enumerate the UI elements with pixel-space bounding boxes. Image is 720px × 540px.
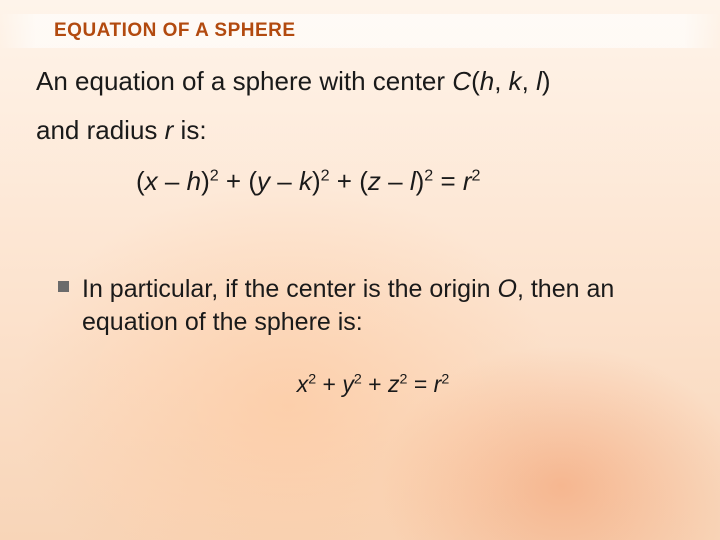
eq-p3: ( [248, 166, 257, 196]
eq-p6: ) [416, 166, 425, 196]
intro-text-2a: and radius [36, 115, 165, 145]
var-C: C [452, 66, 471, 96]
eq-p1: ( [136, 166, 145, 196]
eo-eq: = [407, 371, 433, 397]
eq-r: r [463, 166, 472, 196]
slide-body: An equation of a sphere with center C(h,… [36, 62, 684, 402]
eq-sup-2: 2 [321, 166, 330, 184]
eq-sup-4: 2 [472, 166, 481, 184]
eq-x: x [145, 166, 158, 196]
intro-text-2b: is: [173, 115, 206, 145]
paren-open: ( [471, 66, 480, 96]
eo-sup-1: 2 [308, 371, 316, 387]
eo-sup-4: 2 [441, 371, 449, 387]
eq-p5: ( [359, 166, 368, 196]
slide: EQUATION OF A SPHERE An equation of a sp… [0, 0, 720, 540]
var-h: h [480, 66, 494, 96]
var-k: k [509, 66, 522, 96]
eo-z: z [388, 371, 400, 397]
intro-line-1: An equation of a sphere with center C(h,… [36, 62, 684, 101]
sep-1: , [494, 66, 508, 96]
bullet-t1: In particular, if the center is the orig… [82, 275, 498, 303]
intro-line-2: and radius r is: [36, 111, 684, 150]
eq-p4: ) [312, 166, 321, 196]
eo-sup-2: 2 [354, 371, 362, 387]
intro-text-1: An equation of a sphere with center [36, 66, 452, 96]
equation-main: (x – h)2 + (y – k)2 + (z – l)2 = r2 [36, 162, 684, 201]
eq-p2: ) [201, 166, 210, 196]
eq-y: y [257, 166, 270, 196]
var-O: O [498, 275, 517, 303]
bullet-item: In particular, if the center is the orig… [36, 273, 684, 402]
eq-m3: – [381, 166, 410, 196]
eo-plus-2: + [362, 371, 388, 397]
eq-eq: = [433, 166, 463, 196]
eq-sup-1: 2 [210, 166, 219, 184]
bullet-text: In particular, if the center is the orig… [82, 273, 664, 339]
eo-y: y [342, 371, 354, 397]
eq-m1: – [158, 166, 187, 196]
paren-close: ) [542, 66, 551, 96]
bullet-square-icon [58, 281, 69, 292]
eq-h: h [187, 166, 201, 196]
slide-title: EQUATION OF A SPHERE [54, 20, 296, 42]
eq-z: z [368, 166, 381, 196]
eo-plus-1: + [316, 371, 342, 397]
sep-2: , [522, 66, 536, 96]
eq-k: k [299, 166, 312, 196]
equation-origin: x2 + y2 + z2 = r2 [82, 367, 664, 402]
eq-sup-3: 2 [424, 166, 433, 184]
eo-x: x [297, 371, 309, 397]
eq-plus-1: + [219, 166, 249, 196]
eq-plus-2: + [330, 166, 360, 196]
eq-m2: – [270, 166, 299, 196]
